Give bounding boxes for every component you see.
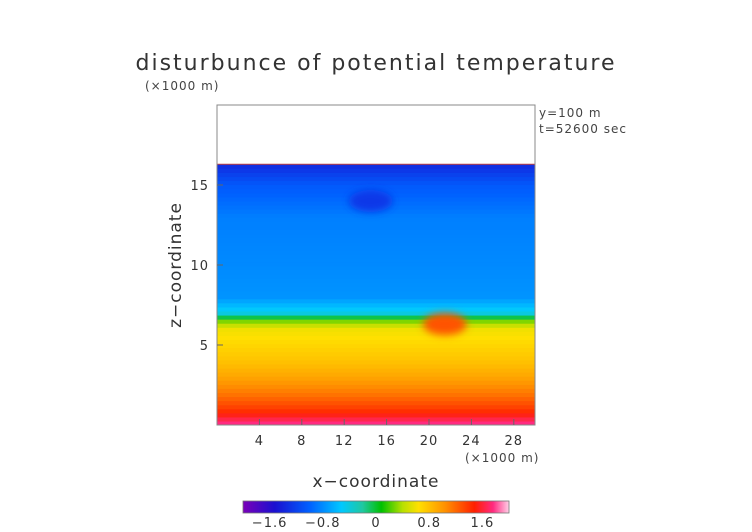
field-band [217,355,535,361]
field-band [217,351,535,357]
field-band [217,262,535,267]
field-band [217,314,535,320]
y-tick-label: 10 [190,259,209,274]
chart-title: disturbunce of potential temperature [136,51,617,76]
x-tick-label: 24 [462,434,481,449]
field-band [217,253,535,259]
field-band [217,266,535,271]
field-band [217,327,535,332]
field-band [217,400,535,406]
field-band [217,310,535,316]
annotation-t: t=52600 sec [539,122,627,136]
y-axis: 5 10 15 [190,179,223,354]
field-band [217,420,535,425]
field-band [217,306,535,312]
field-band [217,408,535,414]
x-axis: 4 8 12 16 20 24 28 [255,419,524,449]
x-tick-label: 8 [297,434,306,449]
field-band [217,294,535,300]
field-band [217,168,535,173]
field-band [217,404,535,410]
field-band [217,213,535,218]
field-band [217,392,535,398]
field-band [217,217,535,222]
colorbar-tick-label: −0.8 [305,516,341,531]
colorbar [242,500,510,514]
x-tick-label: 28 [505,434,524,449]
colorbar-tick-label: 0.8 [417,516,441,531]
field-anomaly [348,190,393,212]
field-band [217,412,535,418]
field-band [217,278,535,283]
field-band [217,270,535,275]
field-band [217,380,535,385]
field-band [217,241,535,247]
x-axis-title: x−coordinate [313,472,440,492]
field-band [217,274,535,279]
field-band [217,229,535,235]
annotation-y: y=100 m [539,106,602,120]
x-tick-label: 16 [377,434,396,449]
field-band [217,359,535,365]
field-band [217,172,535,178]
y-tick-label: 15 [190,179,209,194]
field-band [217,339,535,345]
temperature-field [217,163,535,425]
colorbar-tick-label: −1.6 [252,516,288,531]
colorbar-tick-label: 0 [371,516,380,531]
field-band [217,372,535,377]
field-band [217,245,535,251]
colorbar-ticks: −1.6 −0.8 0 0.8 1.6 [252,516,495,531]
field-band [217,286,535,292]
field-band [217,184,535,190]
field-band [217,367,535,373]
field-band [217,164,535,169]
field-anomaly [422,313,467,336]
z-unit-label: (×1000 m) [145,79,219,93]
field-band [217,347,535,353]
field-band [217,335,535,341]
x-tick-label: 4 [255,434,264,449]
field-band [217,237,535,243]
field-band [217,396,535,402]
x-unit-label: (×1000 m) [465,451,539,465]
field-band [217,388,535,393]
field-band [217,323,535,328]
field-band [217,282,535,288]
field-band [217,384,535,389]
field-band [217,331,535,336]
field-band [217,221,535,226]
field-band [217,249,535,255]
field-band [217,376,535,381]
x-tick-label: 20 [420,434,439,449]
y-axis-title: z−coordinate [166,202,186,328]
field-band [217,176,535,182]
x-tick-label: 12 [335,434,354,449]
field-band [217,180,535,186]
field-band [217,416,535,422]
field-band [217,233,535,239]
field-band [217,319,535,324]
field-band [217,298,535,304]
field-band [217,257,535,263]
colorbar-tick-label: 1.6 [471,516,495,531]
y-tick-label: 5 [200,339,209,354]
field-band [217,302,535,308]
field-band [217,343,535,349]
field-band [217,363,535,369]
field-band [217,225,535,230]
field-band [217,290,535,296]
